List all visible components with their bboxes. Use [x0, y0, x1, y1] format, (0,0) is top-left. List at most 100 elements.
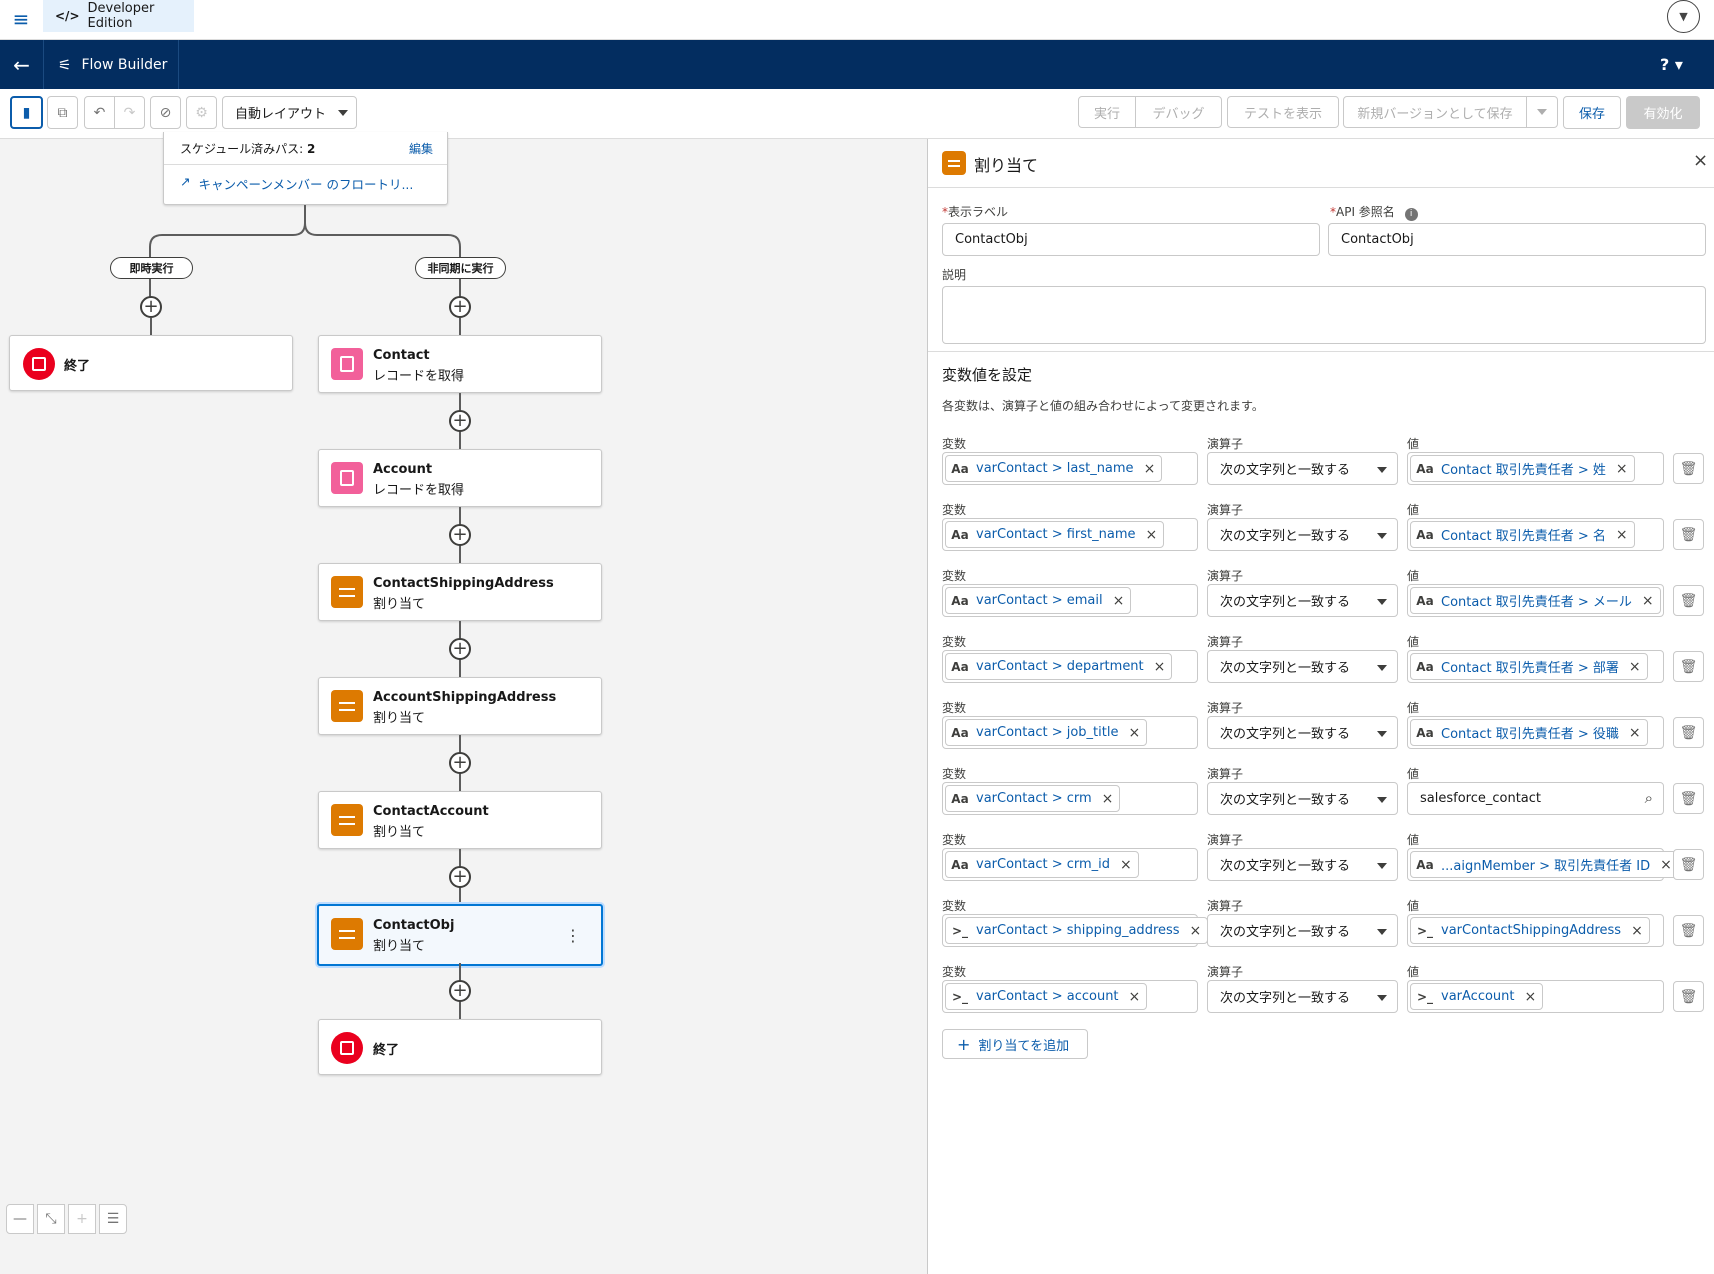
variable-lookup[interactable]: Aa varContact > crm_id ×	[942, 848, 1198, 881]
end-node[interactable]: 終了	[9, 335, 293, 391]
description-textarea[interactable]	[942, 286, 1706, 344]
zoom-in-button[interactable]: +	[68, 1204, 96, 1234]
variable-pill[interactable]: Aa varContact > job_title ×	[945, 719, 1148, 746]
operator-select[interactable]: 次の文字列と一致する	[1207, 650, 1398, 683]
run-button[interactable]: 実行	[1078, 96, 1136, 128]
remove-icon[interactable]: ×	[1128, 724, 1141, 741]
variable-lookup[interactable]: Aa varContact > first_name ×	[942, 518, 1198, 551]
flow-trigger-link[interactable]: ↗ キャンペーンメンバー のフロートリ...	[180, 174, 413, 193]
settings-gear-icon[interactable]: ⚙	[186, 96, 217, 129]
value-lookup[interactable]: >_ varAccount ×	[1407, 980, 1664, 1013]
remove-icon[interactable]: ×	[1628, 658, 1641, 675]
operator-select[interactable]: 次の文字列と一致する	[1207, 980, 1398, 1013]
value-lookup[interactable]: Aa ...aignMember > 取引先責任者 ID ×	[1407, 848, 1679, 881]
value-pill[interactable]: >_ varAccount ×	[1410, 983, 1544, 1010]
value-lookup[interactable]: Aa Contact 取引先責任者 > 役職 ×	[1407, 716, 1664, 749]
variable-lookup[interactable]: Aa varContact > department ×	[942, 650, 1198, 683]
add-element-plus-icon[interactable]: +	[449, 866, 471, 888]
layout-select[interactable]: 自動レイアウト	[222, 96, 357, 129]
operator-select[interactable]: 次の文字列と一致する	[1207, 452, 1398, 485]
flow-node-account[interactable]: Account レコードを取得	[318, 449, 602, 507]
end-node[interactable]: 終了	[318, 1019, 602, 1075]
variable-lookup[interactable]: Aa varContact > job_title ×	[942, 716, 1198, 749]
activate-button[interactable]: 有効化	[1626, 96, 1700, 129]
redo-button[interactable]: ↷	[114, 96, 145, 129]
remove-icon[interactable]: ×	[1101, 790, 1114, 807]
user-menu-button[interactable]: ▼	[1667, 0, 1700, 33]
variable-pill[interactable]: >_ varContact > account ×	[945, 983, 1148, 1010]
remove-icon[interactable]: ×	[1112, 592, 1125, 609]
flow-node-contact[interactable]: Contact レコードを取得	[318, 335, 602, 393]
value-pill[interactable]: Aa Contact 取引先責任者 > 姓 ×	[1410, 455, 1635, 482]
value-lookup[interactable]: Aa Contact 取引先責任者 > 部署 ×	[1407, 650, 1664, 683]
variable-pill[interactable]: Aa varContact > department ×	[945, 653, 1173, 680]
api-name-input[interactable]: ContactObj	[1328, 223, 1706, 256]
value-lookup[interactable]: Aa Contact 取引先責任者 > メール ×	[1407, 584, 1664, 617]
zoom-out-button[interactable]: —	[6, 1204, 34, 1234]
delete-row-trash-icon[interactable]: 🗑	[1673, 585, 1704, 616]
fit-view-icon[interactable]: ⤡	[37, 1204, 65, 1234]
variable-lookup[interactable]: Aa varContact > crm ×	[942, 782, 1198, 815]
remove-icon[interactable]: ×	[1631, 922, 1643, 939]
value-pill[interactable]: Aa Contact 取引先責任者 > 名 ×	[1410, 521, 1635, 548]
operator-select[interactable]: 次の文字列と一致する	[1207, 518, 1398, 551]
back-button[interactable]: ←	[0, 40, 44, 89]
center-view-icon[interactable]: ☰	[99, 1204, 127, 1234]
remove-icon[interactable]: ×	[1153, 658, 1166, 675]
delete-row-trash-icon[interactable]: 🗑	[1673, 849, 1704, 880]
variable-lookup[interactable]: >_ varContact > account ×	[942, 980, 1198, 1013]
operator-select[interactable]: 次の文字列と一致する	[1207, 584, 1398, 617]
value-pill[interactable]: Aa ...aignMember > 取引先責任者 ID ×	[1410, 851, 1679, 878]
save-as-new-version-button[interactable]: 新規バージョンとして保存	[1343, 96, 1527, 128]
value-lookup[interactable]: >_ varContactShippingAddress ×	[1407, 914, 1664, 947]
variable-pill[interactable]: Aa varContact > first_name ×	[945, 521, 1165, 548]
remove-icon[interactable]: ×	[1189, 922, 1202, 939]
remove-icon[interactable]: ×	[1615, 526, 1628, 543]
flow-node-accountshippingaddress[interactable]: AccountShippingAddress 割り当て	[318, 677, 602, 735]
remove-icon[interactable]: ×	[1628, 724, 1641, 741]
value-lookup[interactable]: Aa Contact 取引先責任者 > 名 ×	[1407, 518, 1664, 551]
remove-icon[interactable]: ×	[1615, 460, 1628, 477]
flow-node-contactaccount[interactable]: ContactAccount 割り当て	[318, 791, 602, 849]
developer-edition-tab[interactable]: </> Developer Edition	[43, 0, 194, 32]
variable-pill[interactable]: Aa varContact > last_name ×	[945, 455, 1163, 482]
delete-row-trash-icon[interactable]: 🗑	[1673, 915, 1704, 946]
remove-icon[interactable]: ×	[1143, 460, 1156, 477]
add-element-plus-icon[interactable]: +	[140, 296, 162, 318]
variable-pill[interactable]: Aa varContact > email ×	[945, 587, 1132, 614]
add-element-plus-icon[interactable]: +	[449, 980, 471, 1002]
edit-link[interactable]: 編集	[408, 142, 433, 156]
variable-lookup[interactable]: >_ varContact > shipping_address ×	[942, 914, 1209, 947]
remove-icon[interactable]: ×	[1641, 592, 1654, 609]
debug-button[interactable]: デバッグ	[1135, 96, 1222, 128]
flow-node-contactobj[interactable]: ContactObj 割り当て ⋮	[317, 904, 603, 966]
operator-select[interactable]: 次の文字列と一致する	[1207, 848, 1398, 881]
variable-pill[interactable]: >_ varContact > shipping_address ×	[945, 917, 1209, 944]
help-button[interactable]: ? ▾	[1660, 55, 1683, 74]
delete-row-trash-icon[interactable]: 🗑	[1673, 651, 1704, 682]
info-icon[interactable]: i	[1404, 208, 1418, 221]
operator-select[interactable]: 次の文字列と一致する	[1207, 782, 1398, 815]
value-pill[interactable]: >_ varContactShippingAddress ×	[1410, 917, 1650, 944]
variable-lookup[interactable]: Aa varContact > last_name ×	[942, 452, 1198, 485]
variable-pill[interactable]: Aa varContact > crm ×	[945, 785, 1121, 812]
app-menu-icon[interactable]: ≡	[12, 7, 30, 31]
value-lookup[interactable]: salesforce_contact ⌕	[1407, 782, 1664, 815]
remove-icon[interactable]: ×	[1128, 988, 1141, 1005]
add-element-plus-icon[interactable]: +	[449, 524, 471, 546]
remove-icon[interactable]: ×	[1145, 526, 1158, 543]
add-element-plus-icon[interactable]: +	[449, 752, 471, 774]
delete-row-trash-icon[interactable]: 🗑	[1673, 981, 1704, 1012]
remove-icon[interactable]: ×	[1660, 856, 1672, 873]
add-assignment-button[interactable]: + 割り当てを追加	[942, 1029, 1088, 1059]
delete-row-trash-icon[interactable]: 🗑	[1673, 717, 1704, 748]
delete-row-trash-icon[interactable]: 🗑	[1673, 519, 1704, 550]
variable-pill[interactable]: Aa varContact > crm_id ×	[945, 851, 1139, 878]
add-element-plus-icon[interactable]: +	[449, 296, 471, 318]
add-element-plus-icon[interactable]: +	[449, 410, 471, 432]
display-label-input[interactable]: ContactObj	[942, 223, 1320, 256]
value-lookup[interactable]: Aa Contact 取引先責任者 > 姓 ×	[1407, 452, 1664, 485]
start-node[interactable]: スケジュール済みパス: 2 編集 ↗ キャンペーンメンバー のフロートリ...	[163, 132, 448, 205]
view-tests-button[interactable]: テストを表示	[1227, 96, 1339, 128]
delete-row-trash-icon[interactable]: 🗑	[1673, 453, 1704, 484]
